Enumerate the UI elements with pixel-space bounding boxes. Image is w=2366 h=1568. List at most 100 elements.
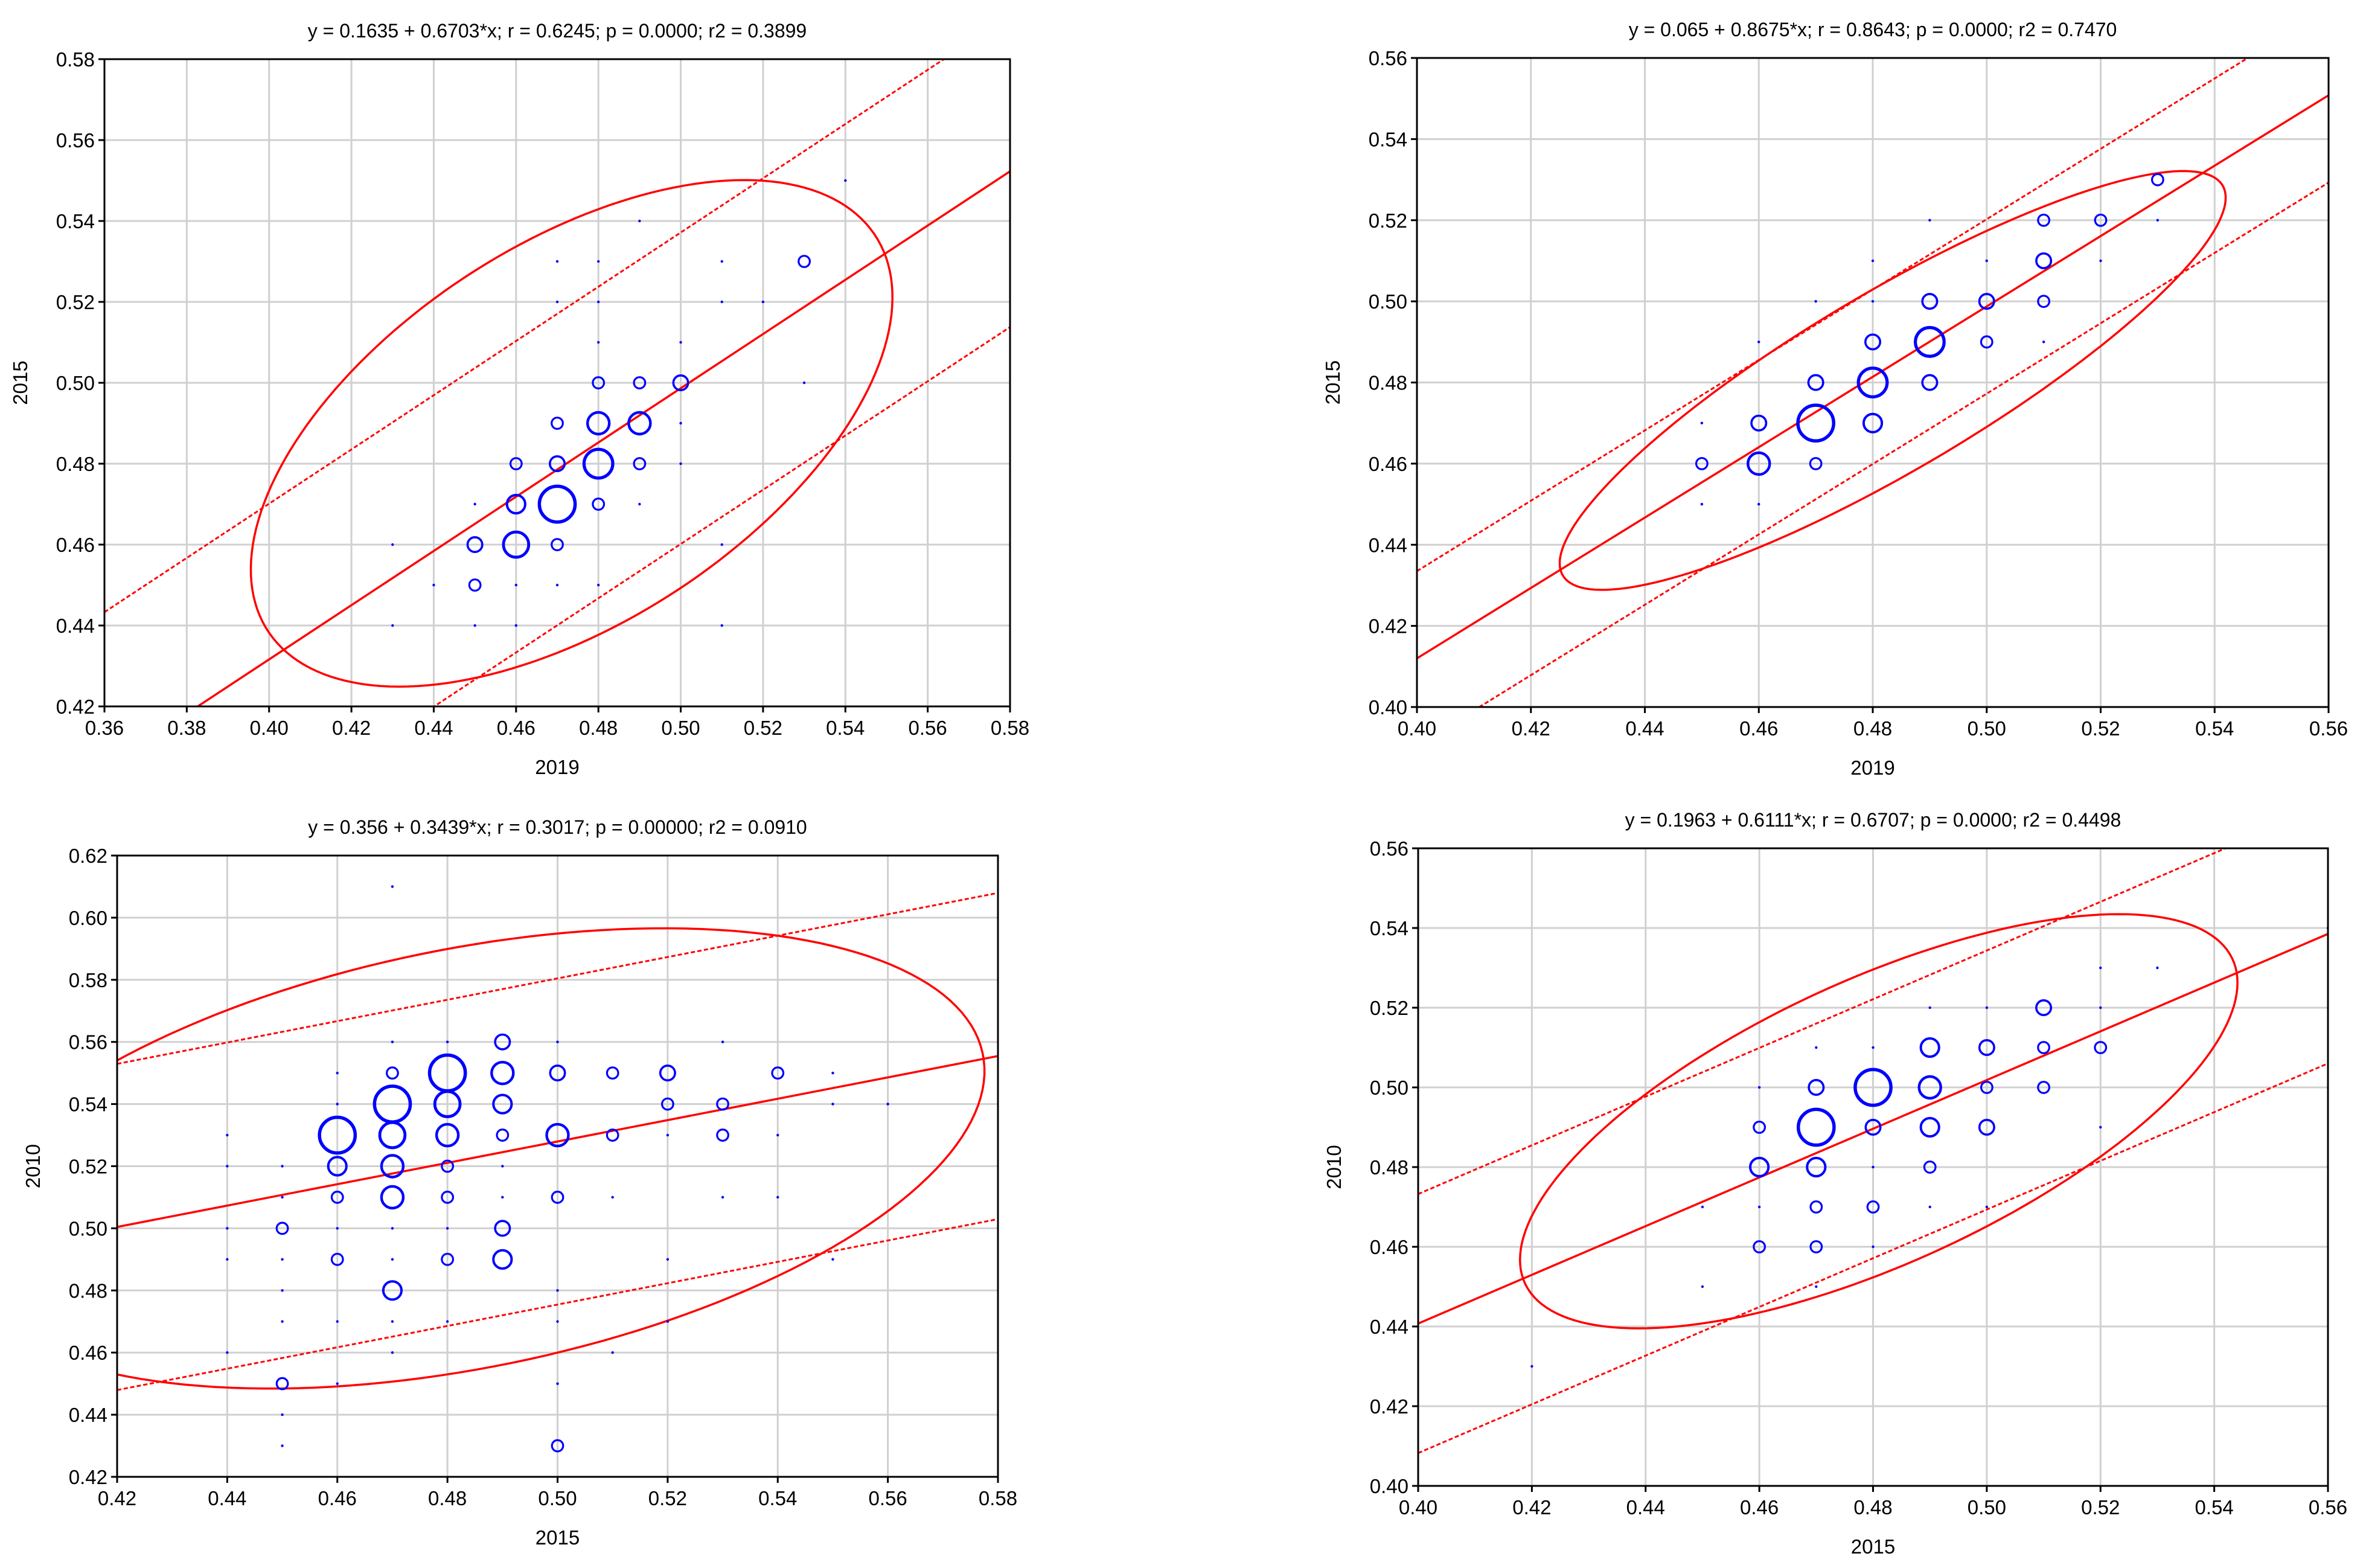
data-point bbox=[1872, 1046, 1875, 1049]
y-tick-label: 0.58 bbox=[69, 969, 107, 991]
x-axis-title: 2015 bbox=[1851, 1535, 1895, 1558]
data-point bbox=[545, 1122, 570, 1148]
data-point bbox=[555, 300, 559, 304]
data-point bbox=[556, 1040, 559, 1043]
x-tick-label: 0.42 bbox=[1512, 717, 1550, 740]
x-tick-label: 0.50 bbox=[538, 1487, 577, 1509]
x-tick-label: 0.50 bbox=[661, 717, 700, 739]
data-point bbox=[502, 530, 531, 559]
data-point bbox=[1921, 374, 1939, 391]
data-point bbox=[1757, 1086, 1761, 1089]
data-point bbox=[226, 1351, 229, 1354]
data-point bbox=[1980, 1081, 1994, 1094]
data-point bbox=[1978, 1119, 1995, 1136]
data-point bbox=[659, 1064, 676, 1082]
data-point bbox=[1864, 333, 1882, 351]
data-point bbox=[798, 255, 811, 268]
data-point bbox=[555, 583, 559, 587]
data-point bbox=[2037, 295, 2051, 309]
chart-title: y = 0.1635 + 0.6703*x; r = 0.6245; p = 0… bbox=[308, 20, 807, 42]
data-point bbox=[446, 1040, 449, 1043]
data-point bbox=[446, 1320, 449, 1323]
plot-layer bbox=[1417, 58, 2329, 707]
x-tick-label: 0.48 bbox=[428, 1487, 467, 1509]
data-point bbox=[382, 1280, 403, 1301]
data-point bbox=[596, 300, 600, 304]
data-point bbox=[386, 1066, 399, 1080]
confidence-ellipse bbox=[117, 927, 986, 1390]
x-tick-label: 0.52 bbox=[2081, 1496, 2120, 1518]
data-point bbox=[501, 1165, 504, 1168]
confidence-ellipse bbox=[249, 179, 894, 688]
data-point bbox=[466, 536, 484, 553]
data-point bbox=[226, 1165, 229, 1168]
y-tick-label: 0.44 bbox=[56, 615, 95, 637]
x-tick-label: 0.42 bbox=[332, 717, 371, 739]
data-point bbox=[633, 376, 647, 389]
data-point bbox=[330, 1252, 344, 1266]
data-point bbox=[2156, 966, 2159, 970]
x-tick-label: 0.40 bbox=[1399, 1496, 1437, 1518]
data-point bbox=[1806, 1156, 1827, 1178]
data-point bbox=[551, 1191, 564, 1204]
data-point bbox=[2094, 1041, 2108, 1054]
data-point bbox=[281, 1165, 284, 1168]
data-point bbox=[1753, 1240, 1767, 1253]
data-point bbox=[391, 1320, 394, 1323]
y-axis-title: 2015 bbox=[9, 360, 31, 405]
data-point bbox=[435, 1122, 460, 1148]
data-point bbox=[551, 417, 564, 430]
y-tick-label: 0.54 bbox=[1369, 128, 1407, 150]
data-point bbox=[281, 1444, 284, 1447]
x-tick-label: 0.38 bbox=[167, 717, 206, 739]
data-point bbox=[679, 421, 682, 425]
data-point bbox=[1814, 299, 1817, 303]
chart-title: y = 0.065 + 0.8675*x; r = 0.8643; p = 0.… bbox=[1629, 19, 2117, 40]
x-tick-label: 0.58 bbox=[991, 717, 1029, 739]
lower-prediction-band bbox=[117, 1218, 998, 1391]
data-point bbox=[1750, 414, 1768, 432]
y-tick-label: 0.44 bbox=[69, 1404, 107, 1426]
data-point bbox=[1701, 1285, 1704, 1288]
y-tick-label: 0.50 bbox=[69, 1217, 107, 1240]
data-point bbox=[446, 1227, 449, 1230]
data-point bbox=[1919, 1116, 1940, 1138]
data-point bbox=[721, 1040, 724, 1043]
y-tick-label: 0.46 bbox=[69, 1342, 107, 1364]
x-tick-label: 0.48 bbox=[579, 717, 618, 739]
data-point bbox=[660, 1097, 674, 1111]
data-point bbox=[226, 1227, 229, 1230]
x-tick-label: 0.52 bbox=[2081, 717, 2120, 740]
x-tick-label: 0.56 bbox=[2309, 717, 2348, 740]
data-point bbox=[1864, 1119, 1882, 1136]
x-tick-label: 0.46 bbox=[497, 717, 536, 739]
data-point bbox=[720, 624, 723, 627]
data-point bbox=[336, 1320, 339, 1323]
data-point bbox=[802, 381, 806, 385]
x-tick-label: 0.50 bbox=[1968, 1496, 2006, 1518]
data-point bbox=[666, 1258, 670, 1261]
data-point bbox=[596, 583, 600, 587]
x-tick-label: 0.44 bbox=[1626, 1496, 1665, 1518]
y-tick-label: 0.56 bbox=[1369, 47, 1407, 69]
x-tick-label: 0.54 bbox=[2195, 717, 2234, 740]
x-tick-label: 0.44 bbox=[1625, 717, 1664, 740]
x-tick-label: 0.36 bbox=[85, 717, 124, 739]
chart-panel-3: 0.42 0.44 0.46 0.48 0.50 0.52 0.54 0.56 0.58 0.42… bbox=[22, 816, 1017, 1549]
data-point bbox=[831, 1258, 834, 1261]
x-axis-title: 2019 bbox=[535, 756, 579, 778]
lower-prediction-band bbox=[1418, 1062, 2328, 1454]
y-tick-label: 0.54 bbox=[69, 1093, 107, 1116]
x-tick-label: 0.50 bbox=[1968, 717, 2006, 740]
data-point bbox=[492, 1249, 513, 1270]
y-tick-label: 0.56 bbox=[69, 1031, 107, 1054]
y-tick-label: 0.54 bbox=[56, 210, 95, 232]
y-tick-label: 0.40 bbox=[1369, 696, 1407, 718]
y-tick-label: 0.52 bbox=[69, 1156, 107, 1178]
data-point bbox=[776, 1133, 779, 1137]
data-point bbox=[1700, 421, 1704, 424]
data-point bbox=[318, 1115, 357, 1155]
data-point bbox=[2099, 1006, 2102, 1010]
data-point bbox=[2037, 1081, 2050, 1094]
